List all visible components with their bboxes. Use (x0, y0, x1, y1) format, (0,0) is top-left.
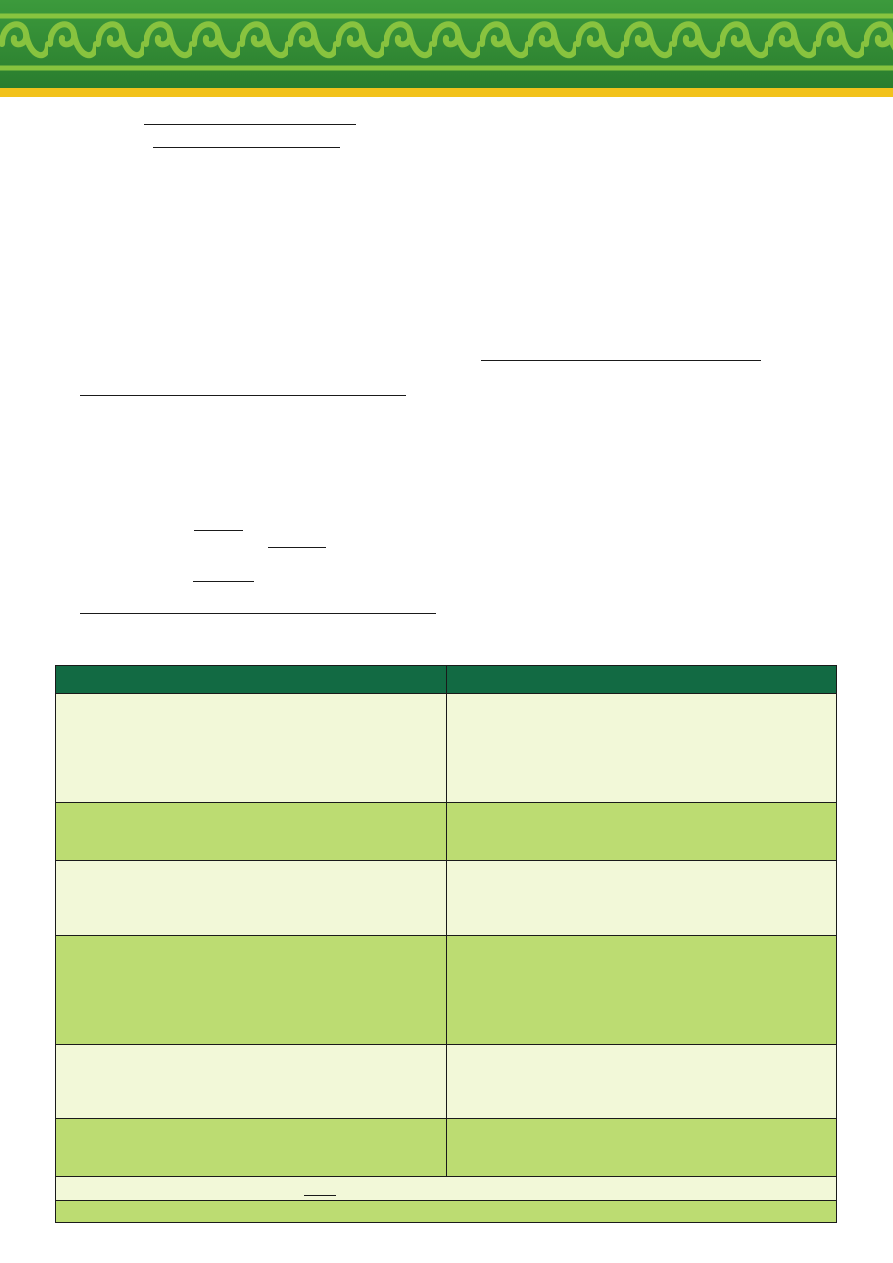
table-cell (445, 1119, 837, 1176)
table-cell (445, 936, 837, 1044)
table-cell (56, 1045, 446, 1118)
data-table (55, 665, 837, 1223)
table-cell (445, 803, 837, 860)
table-cell (56, 803, 446, 860)
table-cell (56, 694, 446, 802)
blank-line (304, 1195, 336, 1196)
table-cell (445, 694, 837, 802)
scroll-pattern-icon (0, 8, 893, 78)
table-row (56, 1118, 836, 1176)
table-cell (56, 1119, 446, 1176)
table-cell (445, 861, 837, 935)
table-total-row (56, 1176, 836, 1200)
table-cell (445, 1045, 837, 1118)
blank-line (481, 360, 761, 361)
table-header-row (56, 666, 836, 693)
table-row (56, 935, 836, 1044)
table-row (56, 1044, 836, 1118)
blank-line (153, 147, 340, 148)
blank-line (193, 581, 254, 582)
table-header-cell (56, 666, 446, 693)
table-row (56, 860, 836, 935)
blank-line (194, 530, 243, 531)
header-banner (0, 0, 893, 88)
blank-line (80, 395, 406, 396)
table-header-cell (445, 666, 837, 693)
blank-line (268, 547, 326, 548)
blank-line (80, 613, 436, 614)
blank-line (144, 124, 356, 125)
banner-stripe (0, 88, 893, 97)
table-cell (56, 1201, 836, 1222)
table-cell (56, 861, 446, 935)
table-row (56, 693, 836, 802)
table-cell (56, 1177, 836, 1200)
table-cell (56, 936, 446, 1044)
table-row (56, 802, 836, 860)
table-footer-row (56, 1200, 836, 1222)
